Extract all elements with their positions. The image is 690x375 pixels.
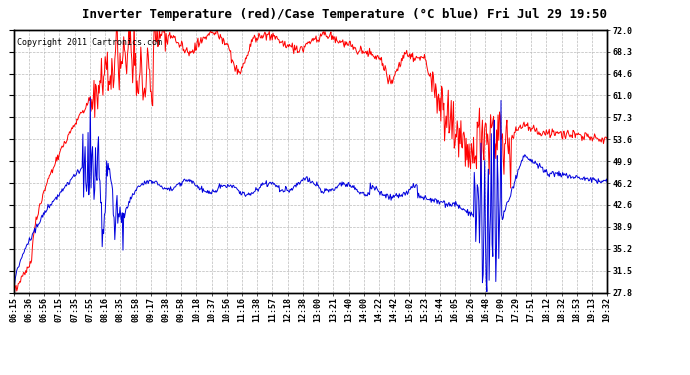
Text: Copyright 2011 Cartronics.com: Copyright 2011 Cartronics.com — [17, 38, 161, 47]
Text: Inverter Temperature (red)/Case Temperature (°C blue) Fri Jul 29 19:50: Inverter Temperature (red)/Case Temperat… — [83, 8, 607, 21]
